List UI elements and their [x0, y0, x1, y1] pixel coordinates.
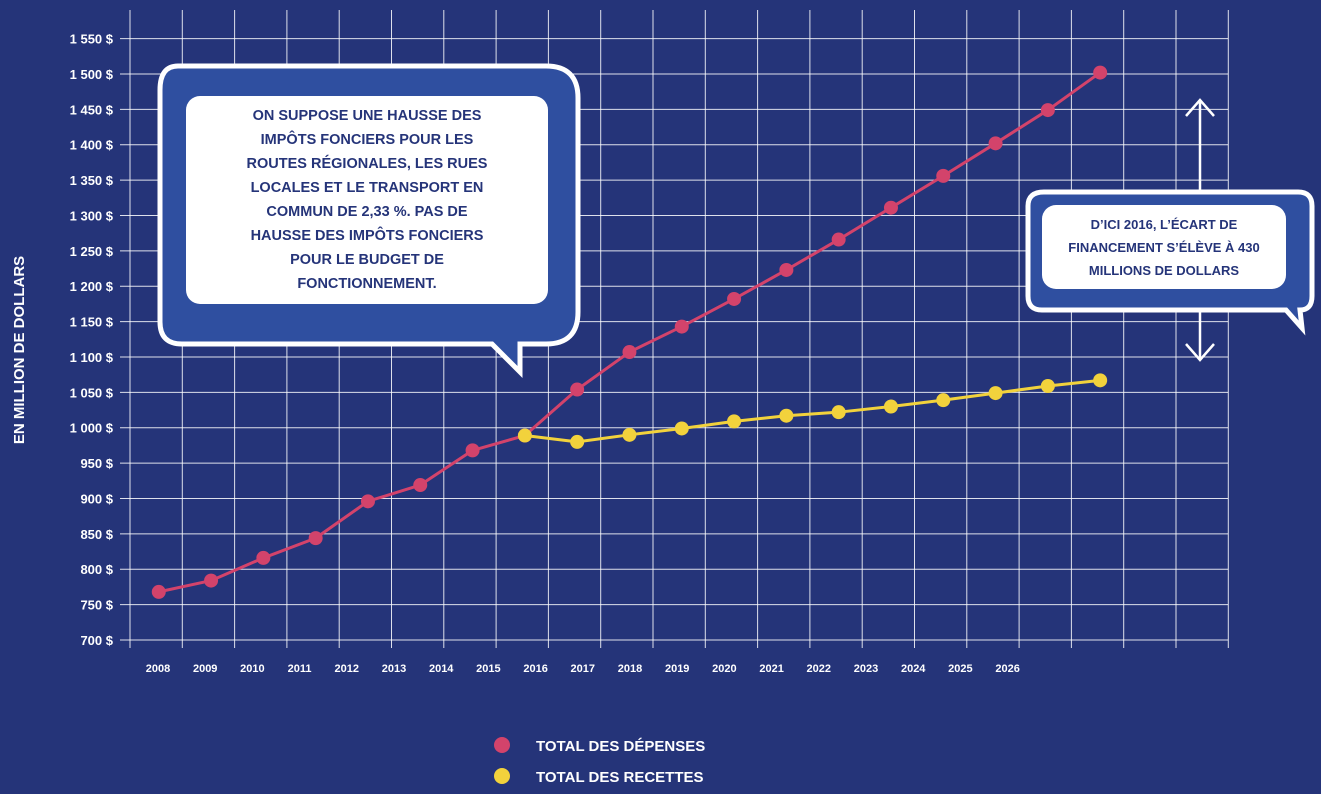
x-tick-label: 2015	[476, 663, 500, 675]
legend-marker-recettes	[494, 768, 510, 784]
data-point-depenses	[727, 291, 742, 306]
data-point-recettes	[988, 386, 1003, 401]
x-tick-label: 2018	[618, 663, 642, 675]
data-point-depenses	[988, 136, 1003, 151]
data-point-recettes	[779, 408, 794, 423]
y-axis-label: EN MILLION DE DOLLARS	[11, 256, 28, 444]
x-tick-label: 2024	[901, 663, 926, 675]
data-point-depenses	[622, 345, 637, 360]
y-tick-label: 1 100 $	[70, 350, 114, 365]
data-point-recettes	[622, 427, 637, 442]
x-tick-label: 2009	[193, 663, 217, 675]
gap-arrow	[1185, 98, 1215, 362]
data-point-depenses	[570, 382, 585, 397]
x-tick-label: 2022	[807, 663, 831, 675]
data-point-recettes	[883, 399, 898, 414]
data-point-recettes	[1093, 373, 1108, 388]
x-tick-label: 2021	[759, 663, 783, 675]
x-tick-label: 2019	[665, 663, 689, 675]
y-tick-label: 1 150 $	[70, 315, 114, 330]
x-tick-label: 2025	[948, 663, 972, 675]
data-point-depenses	[1040, 103, 1055, 118]
data-point-depenses	[936, 168, 951, 183]
x-tick-label: 2008	[146, 663, 170, 675]
data-point-recettes	[570, 434, 585, 449]
y-axis-ticks: 700 $ 750 $ 800 $ 850 $ 900 $ 950 $ 1 000 $ 1 0…	[70, 32, 114, 648]
y-tick-label: 1 400 $	[70, 138, 114, 153]
data-point-depenses	[779, 262, 794, 277]
y-tick-label: 1 250 $	[70, 244, 114, 259]
y-tick-label: 950 $	[80, 456, 113, 471]
data-point-depenses	[465, 443, 480, 458]
y-tick-label: 1 350 $	[70, 173, 114, 188]
data-point-depenses	[151, 584, 166, 599]
data-point-depenses	[308, 531, 323, 546]
legend-label-depenses: TOTAL DES DÉPENSES	[536, 738, 705, 755]
x-tick-label: 2026	[995, 663, 1019, 675]
x-tick-label: 2011	[288, 663, 312, 675]
legend-label-recettes: TOTAL DES RECETTES	[536, 769, 704, 786]
x-tick-label: 2010	[240, 663, 264, 675]
x-tick-label: 2017	[571, 663, 595, 675]
data-point-depenses	[883, 200, 898, 215]
x-tick-label: 2016	[523, 663, 547, 675]
callout-right-text: D’ICI 2016, L’ÉCART DE FINANCEMENT S’ÉLÈ…	[1042, 205, 1286, 289]
y-tick-label: 900 $	[80, 491, 113, 506]
callout-left-text: ON SUPPOSE UNE HAUSSE DES IMPÔTS FONCIER…	[186, 96, 548, 304]
data-point-recettes	[831, 405, 846, 420]
x-tick-label: 2012	[335, 663, 359, 675]
y-tick-label: 800 $	[80, 562, 113, 577]
y-tick-label: 1 450 $	[70, 102, 114, 117]
data-point-depenses	[360, 494, 375, 509]
data-point-depenses	[413, 478, 428, 493]
y-tick-label: 1 050 $	[70, 385, 114, 400]
data-point-recettes	[517, 428, 532, 443]
data-point-depenses	[1093, 65, 1108, 80]
data-point-depenses	[674, 319, 689, 334]
legend-marker-depenses	[494, 737, 510, 753]
data-point-depenses	[204, 573, 219, 588]
x-axis-ticks: 2008 2009 2010 2011 2012 2013 2014 2015 2016 2017…	[146, 663, 1020, 675]
y-tick-label: 1 500 $	[70, 67, 114, 82]
y-tick-label: 750 $	[80, 598, 113, 613]
x-tick-label: 2013	[382, 663, 406, 675]
data-point-recettes	[1040, 379, 1055, 394]
x-tick-label: 2014	[429, 663, 454, 675]
y-tick-label: 850 $	[80, 527, 113, 542]
data-point-depenses	[256, 550, 271, 565]
series-line-recettes	[524, 378, 1101, 444]
y-tick-label: 1 550 $	[70, 32, 114, 47]
data-point-recettes	[674, 421, 689, 436]
x-tick-label: 2023	[854, 663, 878, 675]
y-tick-label: 1 000 $	[70, 421, 114, 436]
y-tick-label: 1 300 $	[70, 208, 114, 223]
data-point-depenses	[831, 232, 846, 247]
y-tick-label: 700 $	[80, 633, 113, 648]
series-layer	[151, 65, 1108, 599]
y-tick-label: 1 200 $	[70, 279, 114, 294]
data-point-recettes	[936, 393, 951, 408]
x-tick-label: 2020	[712, 663, 736, 675]
data-point-recettes	[727, 414, 742, 429]
legend: TOTAL DES DÉPENSES TOTAL DES RECETTES	[494, 737, 705, 786]
